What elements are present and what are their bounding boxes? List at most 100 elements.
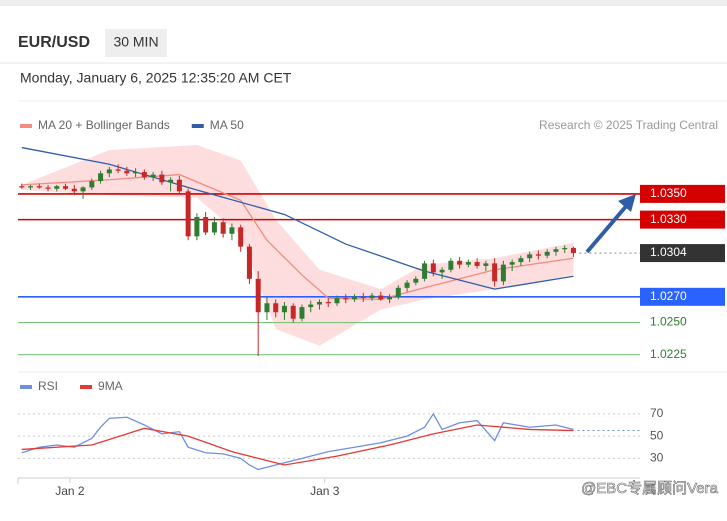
candle-body (474, 262, 480, 266)
candle-body (500, 264, 506, 282)
candle-body (483, 263, 489, 266)
datetime: Monday, January 6, 2025 12:35:20 AM CET (20, 70, 292, 86)
legend-swatch (20, 385, 32, 389)
candle-body (360, 296, 366, 299)
level-label: 1.0270 (650, 289, 687, 303)
attribution: Research © 2025 Trading Central (539, 118, 718, 132)
candle-body (527, 254, 533, 259)
candle-body (544, 251, 550, 256)
candle-body (492, 263, 498, 282)
x-tick-label: Jan 2 (55, 484, 85, 498)
indicator-line (21, 424, 574, 466)
top-strip (0, 0, 727, 6)
candle-body (159, 174, 165, 183)
candle-body (570, 247, 576, 254)
forecast-arrow (585, 194, 636, 254)
candle-body (54, 186, 60, 189)
candle-body (168, 179, 174, 183)
candle-body (299, 307, 305, 319)
candle-body (395, 287, 401, 297)
timeframe-box (105, 29, 167, 57)
moving-average (21, 173, 574, 301)
candle-body (518, 258, 524, 263)
candle-body (124, 170, 130, 174)
candle-body (343, 298, 349, 300)
candle-body (255, 278, 261, 313)
level-label: 1.0250 (650, 315, 687, 329)
candle-body (203, 217, 209, 233)
y-tick-label: 70 (650, 406, 664, 420)
candle-body (387, 296, 393, 300)
candle-body (378, 295, 384, 300)
candle-body (36, 186, 42, 188)
candle-body (308, 304, 314, 308)
candle-body (63, 186, 69, 189)
candle-body (80, 187, 86, 192)
candle-body (404, 282, 410, 288)
legend-label: MA 50 (210, 118, 244, 132)
rsi-panel: RSI 9MA 30 50 70 Jan 2 Jan 3 (18, 379, 664, 498)
level-label-box (640, 244, 725, 263)
watermark: @EBC专属顾问Vera (581, 480, 719, 497)
candle-body (238, 227, 244, 247)
candle-body (553, 249, 559, 252)
candle-body (246, 246, 252, 279)
candle-body (141, 172, 147, 178)
candle-body (176, 179, 182, 192)
candle-body (422, 263, 428, 279)
candle-body (19, 186, 25, 188)
timeframe: 30 MIN (113, 34, 158, 50)
moving-average (21, 146, 574, 290)
candle-body (115, 169, 121, 171)
candle-body (325, 301, 331, 304)
legend-swatch (191, 124, 204, 128)
legend-label: MA 20 + Bollinger Bands (38, 118, 170, 132)
level-label-box (640, 287, 725, 306)
candle-body (448, 260, 454, 270)
candle-body (264, 303, 270, 313)
arrow-shaft (585, 202, 630, 254)
candle-body (535, 254, 541, 256)
candle-body (273, 303, 279, 313)
candle-body (290, 305, 296, 319)
candle-body (45, 187, 51, 189)
indicator-line (21, 412, 574, 471)
level-label-box (640, 184, 725, 203)
price-panel: MA 20 + Bollinger Bands MA 50 1.0350 1.0330… (18, 118, 725, 361)
candle-body (133, 172, 139, 174)
legend-label: RSI (38, 379, 58, 393)
candle-body (465, 262, 471, 265)
level-label-box (640, 210, 725, 229)
bollinger-band (21, 145, 574, 346)
candle-body (71, 188, 77, 192)
x-tick-label: Jan 3 (310, 484, 340, 498)
candle-body (220, 222, 226, 234)
arrow-head (618, 194, 636, 212)
candle-body (89, 181, 95, 188)
candle-body (106, 169, 112, 174)
symbol: EUR/USD (18, 34, 90, 51)
level-label: 1.0330 (650, 212, 687, 226)
candle-body (334, 298, 340, 304)
candle-body (194, 217, 200, 237)
candle-body (281, 305, 287, 313)
candle-body (211, 222, 217, 233)
level-label: 1.0225 (650, 347, 687, 361)
candle-body (185, 191, 191, 237)
candle-body (413, 278, 419, 283)
candle-body (352, 296, 358, 300)
candle-body (150, 174, 156, 178)
candle-body (562, 247, 568, 250)
candle-body (98, 173, 104, 182)
legend-swatch (20, 124, 32, 128)
candle-body (316, 301, 322, 305)
candle-body (430, 263, 436, 273)
legend-swatch (80, 385, 93, 389)
candle-body (509, 262, 515, 265)
y-tick-label: 50 (650, 428, 664, 442)
candle-body (369, 295, 375, 299)
candle-body (28, 186, 34, 188)
candle-body (457, 260, 463, 265)
candle-body (439, 269, 445, 273)
